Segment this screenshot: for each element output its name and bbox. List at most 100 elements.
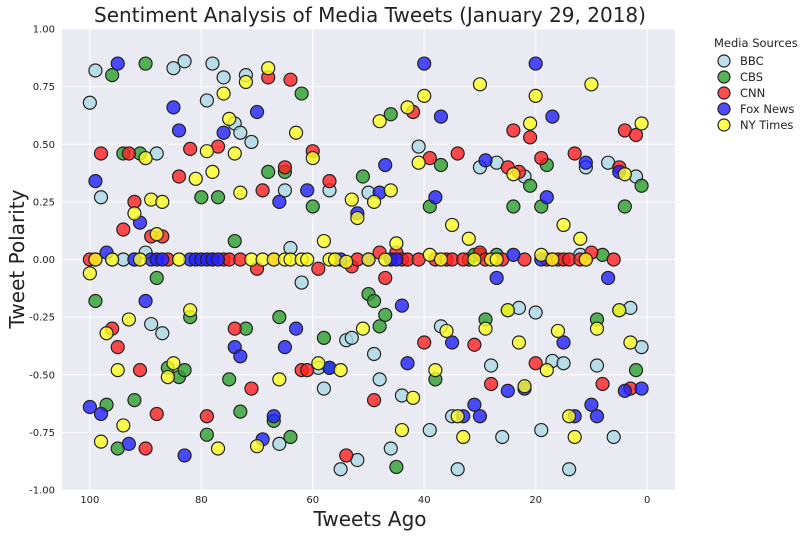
ny-times-point bbox=[417, 88, 432, 103]
ny-times-point bbox=[478, 321, 493, 336]
bbc-point bbox=[383, 441, 398, 456]
cnn-point bbox=[567, 146, 582, 161]
cnn-point bbox=[183, 141, 198, 156]
ny-times-point bbox=[121, 312, 136, 327]
ny-times-point bbox=[316, 233, 332, 249]
ny-times-point bbox=[188, 171, 203, 186]
fox-news-point bbox=[216, 125, 231, 140]
fox-news-point bbox=[489, 270, 504, 286]
ny-times-point bbox=[149, 227, 164, 242]
legend-marker-bbc bbox=[717, 54, 731, 68]
bbc-point bbox=[244, 134, 259, 150]
legend-label-cnn: CNN bbox=[740, 86, 765, 100]
fox-news-point bbox=[634, 381, 649, 396]
fox-news-point bbox=[82, 399, 97, 415]
fox-news-point bbox=[155, 252, 170, 267]
y-tick-label: 1.00 bbox=[33, 25, 55, 36]
ny-times-point bbox=[88, 252, 103, 267]
bbc-point bbox=[495, 429, 510, 445]
bbc-point bbox=[233, 125, 248, 140]
fox-news-point bbox=[378, 157, 393, 173]
ny-times-point bbox=[344, 192, 359, 207]
ny-times-point bbox=[623, 335, 638, 350]
bbc-point bbox=[450, 462, 465, 477]
ny-times-point bbox=[383, 183, 398, 198]
cnn-point bbox=[467, 337, 482, 352]
ny-times-point bbox=[238, 74, 253, 90]
cnn-point bbox=[366, 393, 382, 408]
ny-times-point bbox=[517, 379, 532, 394]
ny-times-point bbox=[612, 303, 627, 318]
ny-times-point bbox=[389, 236, 404, 251]
fox-news-point bbox=[478, 153, 493, 168]
series-bbc bbox=[82, 54, 649, 477]
y-tick-label: -0.25 bbox=[29, 313, 55, 324]
ny-times-point bbox=[355, 321, 371, 336]
ny-times-point bbox=[116, 418, 131, 433]
ny-times-point bbox=[428, 363, 443, 378]
fox-news-point bbox=[138, 293, 153, 309]
ny-times-point bbox=[433, 252, 449, 267]
y-tick-label: -1.00 bbox=[29, 486, 55, 497]
series-ny-times bbox=[82, 61, 649, 456]
cnn-point bbox=[595, 376, 610, 392]
ny-times-point bbox=[578, 252, 593, 267]
ny-times-point bbox=[199, 144, 214, 159]
cbs-point bbox=[222, 372, 237, 387]
series-fox-news bbox=[82, 56, 649, 463]
ny-times-point bbox=[127, 206, 142, 221]
ny-times-point bbox=[506, 167, 521, 182]
ny-times-point bbox=[545, 252, 560, 267]
legend-marker-ny-times bbox=[717, 118, 731, 132]
fox-news-point bbox=[266, 409, 281, 424]
cnn-point bbox=[484, 376, 499, 392]
bbc-point bbox=[277, 183, 293, 198]
ny-times-point bbox=[155, 194, 170, 209]
ny-times-point bbox=[205, 164, 220, 180]
bbc-point bbox=[344, 330, 359, 345]
cbs-point bbox=[177, 363, 192, 378]
x-tick-label: 0 bbox=[644, 495, 650, 506]
cnn-point bbox=[149, 406, 164, 422]
ny-times-point bbox=[249, 439, 265, 454]
fox-news-point bbox=[171, 123, 187, 138]
ny-times-point bbox=[288, 125, 304, 140]
fox-news-point bbox=[539, 190, 554, 205]
fox-news-point bbox=[589, 409, 605, 424]
ny-times-point bbox=[222, 111, 237, 126]
ny-times-point bbox=[472, 77, 488, 92]
ny-times-point bbox=[450, 409, 465, 424]
x-tick-label: 60 bbox=[306, 495, 319, 506]
chart-title: Sentiment Analysis of Media Tweets (Janu… bbox=[94, 3, 646, 27]
fox-news-point bbox=[93, 406, 109, 422]
y-tick-label: 0.75 bbox=[33, 82, 55, 93]
ny-times-point bbox=[138, 150, 153, 166]
data-points bbox=[82, 54, 649, 477]
x-tick-label: 40 bbox=[418, 495, 431, 506]
ny-times-point bbox=[160, 369, 175, 385]
bbc-point bbox=[205, 56, 220, 71]
cbs-point bbox=[634, 178, 649, 193]
ny-times-point bbox=[272, 372, 287, 387]
ny-times-point bbox=[405, 390, 421, 405]
cnn-point bbox=[138, 441, 153, 456]
x-tick-label: 100 bbox=[80, 495, 99, 506]
bbc-point bbox=[294, 275, 309, 290]
fox-news-point bbox=[233, 349, 248, 364]
ny-times-point bbox=[528, 88, 543, 103]
fox-news-point bbox=[428, 190, 443, 205]
cnn-point bbox=[255, 183, 270, 198]
x-tick-labels: 100 80 60 40 20 0 bbox=[80, 495, 650, 506]
bbc-point bbox=[562, 462, 577, 477]
cnn-point bbox=[534, 150, 549, 166]
y-tick-labels: -1.00 -0.75 -0.50 -0.25 0.00 0.25 0.50 0.75 1.00 bbox=[29, 25, 55, 497]
cbs-point bbox=[283, 429, 298, 445]
x-tick-label: 20 bbox=[529, 495, 542, 506]
ny-times-point bbox=[562, 409, 577, 424]
cbs-point bbox=[294, 86, 309, 101]
cnn-point bbox=[199, 409, 214, 424]
bbc-point bbox=[333, 462, 348, 477]
cbs-point bbox=[105, 67, 120, 83]
ny-times-point bbox=[166, 356, 181, 371]
